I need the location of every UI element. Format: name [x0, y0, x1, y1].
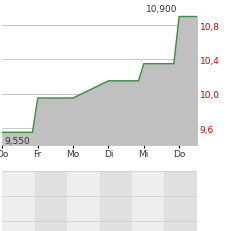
Bar	[67, 171, 100, 231]
Text: 9,550: 9,550	[4, 136, 30, 145]
Bar	[100, 171, 132, 231]
Bar	[164, 171, 197, 231]
Text: 10,900: 10,900	[146, 5, 177, 14]
Bar	[2, 171, 35, 231]
Bar	[35, 171, 67, 231]
Bar	[132, 171, 164, 231]
